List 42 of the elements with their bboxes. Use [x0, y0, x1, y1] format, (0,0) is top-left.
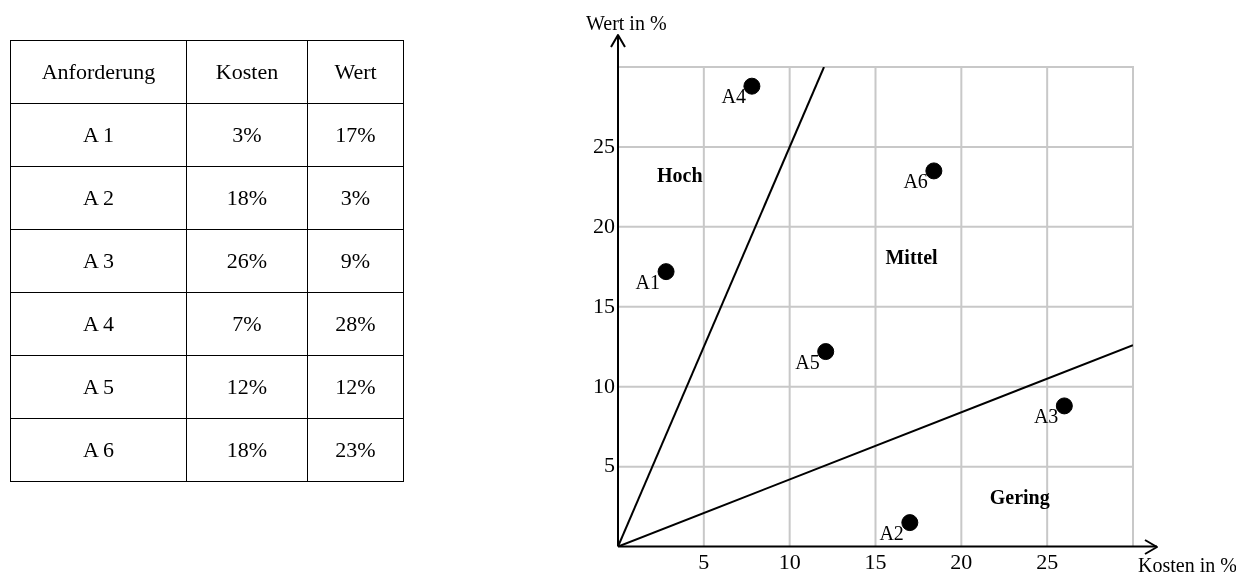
data-label: 9%: [307, 229, 404, 293]
y-tick-label: 10: [593, 372, 615, 398]
data-label: 17%: [307, 103, 404, 167]
category-label: A 2: [10, 166, 187, 230]
series-label: A1: [635, 270, 661, 293]
category-label: A 1: [10, 103, 187, 167]
x-tick-label: 10: [778, 548, 801, 574]
data-label: 12%: [186, 355, 308, 419]
y-axis-title: Wert in %: [586, 12, 667, 35]
series-label: A4: [721, 85, 746, 108]
y-tick-label: 25: [593, 132, 615, 158]
series-label: A2: [879, 521, 904, 544]
data-label: 18%: [186, 166, 308, 230]
legend-title: Anforderung: [10, 40, 187, 104]
series-label: A5: [795, 350, 820, 373]
text: Kosten: [186, 40, 308, 104]
data-label: 28%: [307, 292, 404, 356]
annotation: Hoch: [657, 164, 703, 187]
data-label: 18%: [186, 418, 308, 482]
x-axis-title: Kosten in %: [1138, 553, 1236, 576]
category-label: A 5: [10, 355, 187, 419]
category-label: A 6: [10, 418, 187, 482]
data-label: 3%: [307, 166, 404, 230]
annotation: Gering: [989, 485, 1050, 509]
text: Wert: [307, 40, 404, 104]
data-label: 7%: [186, 292, 308, 356]
x-tick-label: 15: [864, 548, 887, 574]
category-label: A 3: [10, 229, 187, 293]
series-label: A6: [903, 170, 928, 193]
category-label: A 4: [10, 292, 187, 356]
x-tick-label: 5: [698, 548, 710, 574]
x-tick-label: 20: [950, 548, 973, 574]
annotation: Mittel: [885, 246, 939, 269]
y-tick-label: 20: [593, 212, 615, 238]
series-label: A3: [1033, 405, 1059, 428]
data-label: 12%: [307, 355, 404, 419]
y-tick-label: 15: [593, 292, 615, 318]
x-tick-label: 25: [1036, 548, 1059, 574]
data-label: 26%: [186, 229, 308, 293]
data-label: 23%: [307, 418, 404, 482]
y-tick-label: 5: [604, 452, 615, 478]
data-label: 3%: [186, 103, 308, 167]
